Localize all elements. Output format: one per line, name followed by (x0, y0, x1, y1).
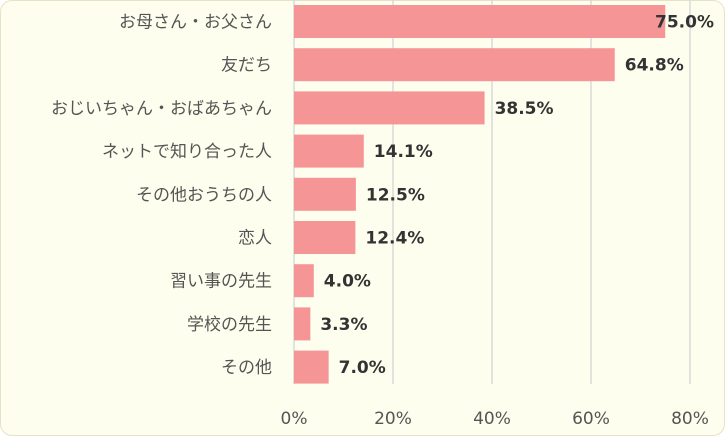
category-label: 習い事の先生 (170, 272, 272, 292)
bar (294, 264, 314, 298)
bar (294, 5, 666, 38)
category-label: 恋人 (238, 228, 272, 249)
category-label: その他 (221, 358, 272, 378)
value-label: 7.0% (339, 358, 386, 378)
value-labels: 75.0% 64.8% 38.5% 14.1% 12.5% 12.4% 4.0% 3.3% 7.… (320, 13, 714, 379)
value-label: 12.4% (365, 229, 424, 249)
category-label: おじいちゃん・おばあちゃん (51, 99, 272, 119)
x-tick-label: 60% (572, 409, 610, 429)
category-label: お母さん・お父さん (119, 13, 272, 33)
x-tick-label: 40% (473, 409, 511, 429)
category-label: 学校の先生 (187, 315, 272, 335)
value-label: 4.0% (324, 272, 371, 292)
value-label: 12.5% (366, 185, 425, 205)
x-tick-label: 20% (374, 409, 412, 429)
value-label: 38.5% (495, 99, 554, 119)
category-label: 友だち (221, 56, 272, 76)
bar (294, 134, 364, 168)
bar (294, 48, 615, 82)
bar (294, 177, 356, 211)
x-tick-labels: 0% 20% 40% 60% 80% (281, 409, 709, 429)
bar (294, 350, 329, 384)
value-label: 14.1% (374, 142, 433, 162)
bar (294, 91, 485, 125)
bar (294, 221, 356, 254)
x-tick-label: 0% (281, 409, 308, 429)
category-labels: お母さん・お父さん友だちおじいちゃん・おばあちゃんネットで知り合った人その他おう… (51, 13, 272, 379)
value-label: 64.8% (625, 56, 684, 76)
category-label: ネットで知り合った人 (102, 142, 272, 162)
value-label: 3.3% (320, 315, 367, 335)
category-label: その他おうちの人 (136, 185, 272, 205)
x-tick-label: 80% (671, 409, 709, 429)
bars (294, 5, 666, 384)
bar (294, 307, 311, 341)
value-label: 75.0% (655, 13, 714, 33)
